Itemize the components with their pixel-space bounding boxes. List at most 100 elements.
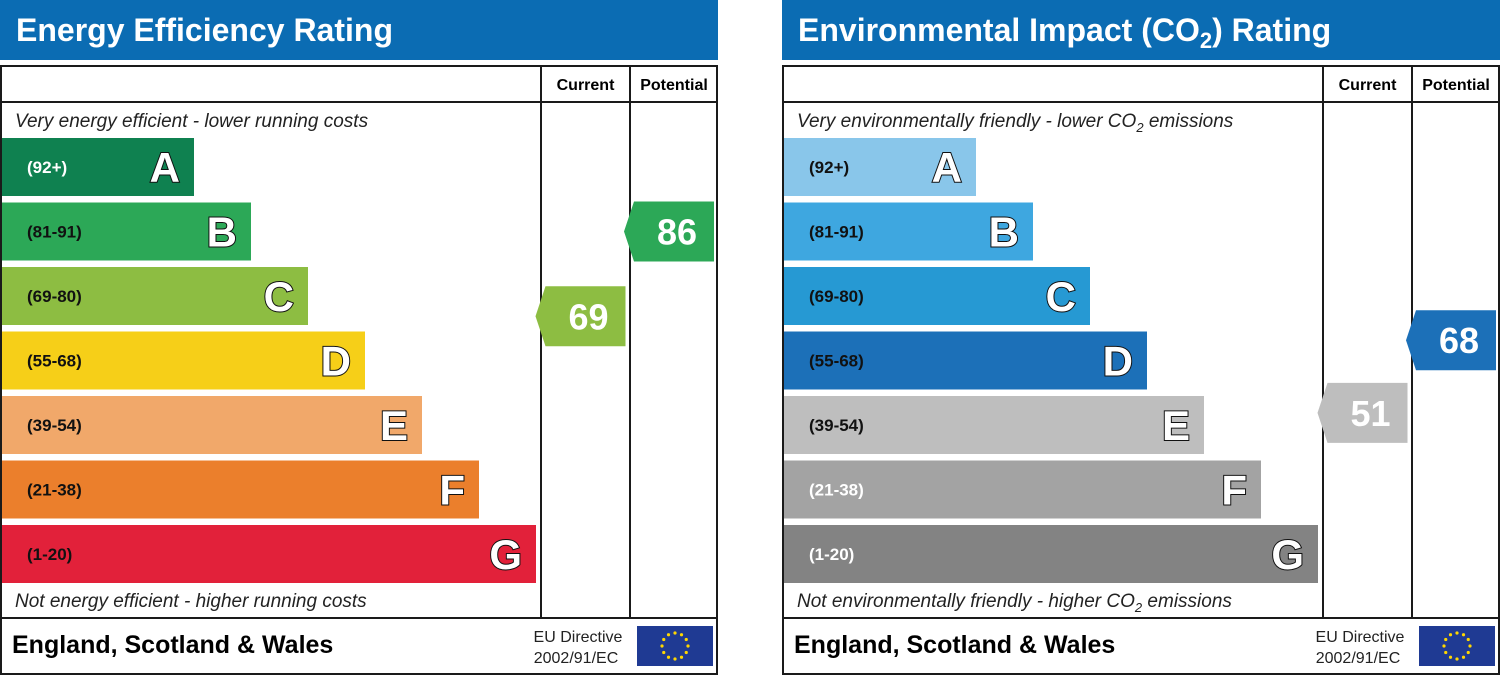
eu-star-icon	[660, 644, 664, 648]
bottom-note-subscript: 2	[1134, 600, 1143, 615]
band-range-label: (69-80)	[809, 287, 864, 306]
eu-star-icon	[673, 631, 677, 635]
footer-region: England, Scotland & Wales	[794, 631, 1115, 659]
band-e	[784, 396, 1204, 454]
rating-bands: (92+) A (81-91) B (69-80) C (55-68) D (39-54) E (2…	[784, 138, 1318, 583]
rating-arrows: 51 68	[1317, 310, 1496, 443]
band-range-label: (55-68)	[27, 352, 82, 371]
energy-efficiency-chart: Energy Efficiency Rating Current Potenti…	[0, 0, 718, 675]
rating-value-potential: 86	[657, 212, 697, 253]
rating-value-current: 69	[568, 296, 608, 337]
band-a	[2, 138, 194, 196]
bottom-note: Not energy efficient - higher running co…	[15, 591, 367, 612]
band-range-label: (1-20)	[809, 545, 854, 564]
band-letter-label: G	[489, 531, 522, 578]
rating-value-current: 51	[1350, 393, 1390, 434]
chart-header-bg	[782, 0, 1500, 60]
chart-title-part: Environmental Impact (CO	[798, 12, 1200, 48]
band-range-label: (39-54)	[809, 416, 864, 435]
band-range-label: (21-38)	[27, 481, 82, 500]
band-g	[2, 525, 536, 583]
rating-arrow-current	[535, 286, 626, 347]
eu-star-icon	[1468, 644, 1472, 648]
eu-flag-icon	[637, 626, 713, 666]
band-c	[784, 267, 1090, 325]
band-range-label: (81-91)	[27, 223, 82, 242]
top-note-subscript: 2	[1135, 120, 1144, 135]
chart-title-part: ) Rating	[1212, 12, 1331, 48]
column-header-potential: Potential	[1422, 77, 1490, 94]
band-range-label: (55-68)	[809, 352, 864, 371]
eu-star-icon	[1466, 650, 1470, 655]
eu-star-icon	[673, 657, 677, 661]
eu-star-icon	[1448, 655, 1453, 659]
eu-directive-number: 2002/91/EC	[1316, 650, 1401, 667]
band-letter-label: G	[1271, 531, 1304, 578]
band-range-label: (92+)	[809, 158, 849, 177]
rating-arrow-potential	[624, 201, 714, 262]
chart-frame	[782, 65, 1500, 675]
band-letter-label: F	[1221, 467, 1247, 514]
eu-star-icon	[1444, 637, 1448, 642]
footer-region: England, Scotland & Wales	[12, 631, 333, 659]
chart-title: Energy Efficiency Rating	[16, 12, 393, 48]
band-f	[2, 460, 479, 519]
band-range-label: (1-20)	[27, 545, 72, 564]
eu-star-icon	[662, 637, 666, 642]
energy-efficiency-svg: Energy Efficiency Rating Current Potenti…	[0, 0, 718, 675]
band-letter-label: B	[207, 209, 237, 256]
environmental-impact-chart: Environmental Impact (CO2) Rating Curren…	[782, 0, 1500, 675]
bottom-note-part: emissions	[1142, 591, 1232, 612]
band-letter-label: B	[989, 209, 1019, 256]
eu-star-icon	[1448, 633, 1453, 637]
bottom-note: Not environmentally friendly - higher CO…	[797, 591, 1232, 615]
eu-star-icon	[684, 637, 688, 642]
band-letter-label: C	[1046, 273, 1076, 320]
rating-value-potential: 68	[1439, 320, 1479, 361]
rating-bands: (92+) A (81-91) B (69-80) C (55-68) D (39-54) E (2…	[2, 138, 536, 583]
band-range-label: (21-38)	[809, 481, 864, 500]
column-header-current: Current	[1339, 77, 1397, 94]
band-letter-label: A	[150, 144, 180, 191]
eu-star-icon	[1444, 650, 1448, 655]
eu-star-icon	[1455, 631, 1459, 635]
eu-flag-icon	[1419, 626, 1495, 666]
bottom-note-part: Not environmentally friendly - higher CO	[797, 591, 1135, 612]
chart-header-bg	[0, 0, 718, 60]
band-letter-label: E	[1162, 402, 1190, 449]
band-letter-label: D	[321, 338, 351, 385]
band-range-label: (69-80)	[27, 287, 82, 306]
eu-star-icon	[666, 633, 671, 637]
eu-directive-label: EU Directive	[534, 629, 623, 646]
eu-star-icon	[1466, 637, 1470, 642]
eu-star-icon	[1461, 633, 1466, 637]
top-note: Very environmentally friendly - lower CO…	[797, 111, 1234, 135]
eu-star-icon	[684, 650, 688, 655]
top-note-part: Very environmentally friendly - lower CO	[797, 111, 1137, 132]
band-letter-label: F	[439, 467, 465, 514]
band-a	[784, 138, 976, 196]
chart-title: Environmental Impact (CO2) Rating	[798, 12, 1331, 53]
eu-star-icon	[1461, 655, 1466, 659]
top-note: Very energy efficient - lower running co…	[15, 111, 369, 132]
band-c	[2, 267, 308, 325]
eu-star-icon	[679, 633, 684, 637]
band-range-label: (39-54)	[27, 416, 82, 435]
environmental-impact-svg: Environmental Impact (CO2) Rating Curren…	[782, 0, 1500, 675]
band-g	[784, 525, 1318, 583]
band-letter-label: A	[932, 144, 962, 191]
eu-star-icon	[679, 655, 684, 659]
eu-star-icon	[662, 650, 666, 655]
eu-star-icon	[1455, 657, 1459, 661]
column-header-current: Current	[557, 77, 615, 94]
band-letter-label: E	[380, 402, 408, 449]
eu-star-icon	[1442, 644, 1446, 648]
band-range-label: (81-91)	[809, 223, 864, 242]
eu-directive-number: 2002/91/EC	[534, 650, 619, 667]
rating-arrow-current	[1317, 382, 1408, 443]
chart-frame	[0, 65, 718, 675]
band-range-label: (92+)	[27, 158, 67, 177]
top-note-part: emissions	[1144, 111, 1234, 132]
eu-directive-label: EU Directive	[1316, 629, 1405, 646]
column-header-potential: Potential	[640, 77, 708, 94]
